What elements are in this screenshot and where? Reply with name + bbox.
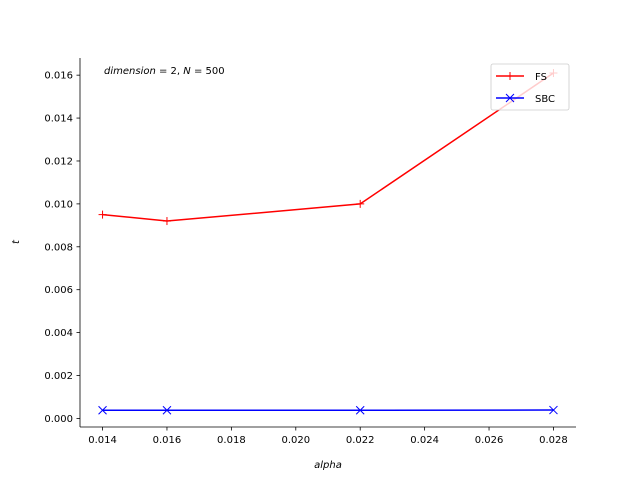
data-point-sbc: [162, 405, 172, 415]
x-tick-label: 0.026: [475, 435, 504, 446]
legend-frame: [490, 63, 570, 111]
data-point-sbc: [355, 405, 365, 415]
y-tick-label: 0.010: [44, 199, 73, 210]
x-tick-label: 0.020: [281, 435, 310, 446]
y-tick-label: 0.014: [44, 114, 73, 125]
y-tick-label: 0.004: [44, 328, 73, 339]
x-tick-label: 0.028: [539, 435, 568, 446]
y-tick-label: 0.008: [44, 242, 73, 253]
y-tick-label: 0.016: [44, 71, 73, 82]
y-tick-label: 0.002: [44, 371, 73, 382]
legend-label-sbc: SBC: [535, 94, 555, 105]
y-axis-label: t: [11, 239, 22, 244]
chart-annotation: dimension = 2, N = 500: [104, 66, 225, 77]
data-point-sbc: [98, 405, 107, 415]
x-tick-label: 0.016: [153, 435, 182, 446]
data-point-fs: [98, 210, 107, 219]
y-tick-label: 0.000: [44, 414, 73, 425]
y-tick-label: 0.012: [44, 156, 73, 167]
x-axis-label: alpha: [314, 460, 342, 471]
data-point-fs: [356, 199, 365, 208]
series-line-fs: [102, 72, 554, 222]
axes-layer: [79, 58, 576, 428]
legend-marker-sbc: [505, 93, 515, 103]
y-tick-label: 0.006: [44, 285, 73, 296]
legend-label-fs: FS: [535, 72, 547, 83]
x-tick-label: 0.014: [88, 435, 117, 446]
x-tick-label: 0.018: [217, 435, 246, 446]
series-layer: [98, 69, 558, 415]
x-ticks: 0.014 0.016 0.018 0.020 0.022 0.024 0.026 0.028: [88, 427, 568, 446]
legend-marker-fs: [506, 72, 514, 80]
legend: FS SBC: [490, 63, 570, 111]
x-tick-label: 0.022: [346, 435, 375, 446]
data-point-sbc: [549, 405, 558, 415]
data-point-fs: [162, 217, 171, 226]
x-tick-label: 0.024: [410, 435, 439, 446]
y-ticks: 0.000 0.002 0.004 0.006 0.008 0.010 0.012 0.014…: [44, 71, 80, 425]
